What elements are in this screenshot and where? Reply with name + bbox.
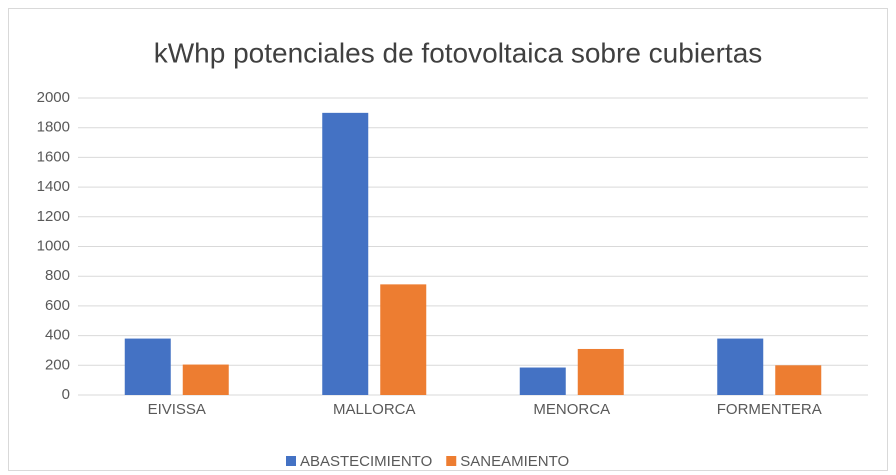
y-tick-label: 1200 xyxy=(37,208,70,225)
y-tick-label: 200 xyxy=(45,356,70,373)
y-tick-label: 1600 xyxy=(37,148,70,165)
y-tick-label: 1400 xyxy=(37,178,70,195)
bar xyxy=(380,284,427,395)
x-tick-label: FORMENTERA xyxy=(717,401,822,418)
chart-title: kWhp potenciales de fotovoltaica sobre c… xyxy=(154,37,763,68)
y-tick-label: 2000 xyxy=(37,89,70,106)
x-tick-label: MENORCA xyxy=(533,401,610,418)
x-tick-label: EIVISSA xyxy=(148,401,206,418)
bar xyxy=(717,338,764,395)
bar xyxy=(124,338,171,395)
legend-swatch xyxy=(446,456,457,466)
bar xyxy=(577,348,624,395)
bar xyxy=(519,367,566,395)
legend-label: SANEAMIENTO xyxy=(460,453,569,470)
y-tick-label: 800 xyxy=(45,267,70,284)
legend-label: ABASTECIMIENTO xyxy=(300,453,432,470)
y-tick-label: 1800 xyxy=(37,119,70,136)
legend-swatch xyxy=(286,456,296,466)
bar xyxy=(322,112,369,395)
y-tick-label: 0 xyxy=(62,386,70,403)
bar xyxy=(182,364,229,395)
y-tick-label: 1000 xyxy=(37,237,70,254)
bar xyxy=(775,365,822,395)
y-tick-label: 600 xyxy=(45,297,70,314)
x-tick-label: MALLORCA xyxy=(333,401,416,418)
y-tick-label: 400 xyxy=(45,327,70,344)
